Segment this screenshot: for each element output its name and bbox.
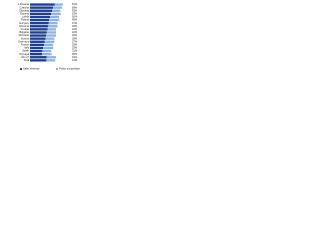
bar (48, 25, 58, 28)
value-label: 39% (72, 36, 78, 40)
y-tick-label: Romania (19, 33, 30, 37)
y-tick-label: Germany (18, 39, 29, 43)
bar (30, 34, 46, 37)
bar (30, 37, 46, 40)
y-tick-label: Latvia (22, 15, 29, 19)
bar (51, 12, 61, 16)
value-label: 33% (72, 46, 78, 50)
bar (43, 46, 54, 50)
bar (30, 49, 43, 53)
value-label: 30% (72, 52, 78, 56)
value-label: 62% (72, 2, 78, 6)
bar (30, 3, 55, 6)
bar (46, 59, 56, 62)
value-label: 47% (72, 21, 78, 25)
y-tick-label: Estonia (20, 12, 29, 16)
y-tick-label: EU-27 (22, 55, 30, 59)
bar (30, 52, 42, 56)
y-tick-label: Hungary (19, 21, 30, 25)
value-label: 37% (72, 39, 78, 43)
value-label: 41% (72, 58, 78, 62)
bar (30, 31, 47, 34)
value-label: 42% (72, 55, 78, 59)
chart: Lithuania 62% Czechia 58% Slovakia 55% Estonia… (18, 2, 81, 71)
value-label: 42% (72, 30, 78, 34)
bar (44, 40, 55, 43)
bar (30, 9, 52, 12)
y-tick-label: Poland (21, 18, 30, 22)
y-tick-label: Italy (24, 46, 29, 50)
y-tick-label: Lithuania (18, 2, 29, 6)
value-label: 35% (72, 43, 78, 47)
y-tick-label: Czechia (20, 5, 30, 9)
bar (48, 21, 58, 25)
bar (53, 6, 62, 9)
y-tick-label: Spain (22, 49, 29, 53)
y-tick-label: Bulgaria (19, 30, 29, 34)
bar (45, 37, 55, 40)
value-label: 45% (72, 24, 78, 28)
bar (30, 18, 50, 22)
bar (30, 46, 44, 50)
y-tick-label: Austria (21, 36, 30, 40)
value-label: 50% (72, 15, 78, 19)
bar (44, 43, 54, 47)
bar (52, 9, 61, 12)
y-tick-label: Slovakia (19, 8, 29, 12)
value-label: 58% (72, 5, 78, 9)
bar (50, 15, 60, 19)
value-label: 53% (72, 12, 78, 16)
bar (42, 49, 52, 53)
bar (46, 56, 56, 59)
y-tick-label: Portugal (19, 52, 29, 56)
y-tick-label: Slovenia (19, 24, 30, 28)
value-label: 55% (72, 8, 78, 12)
value-label: 40% (72, 33, 78, 37)
value-label: 48% (72, 18, 78, 22)
bar (30, 6, 54, 9)
bar (30, 15, 50, 19)
bar (30, 25, 48, 28)
bar (42, 52, 52, 56)
legend-swatch (56, 68, 58, 70)
bar (46, 34, 56, 37)
bar (30, 59, 47, 62)
bar (30, 21, 49, 25)
value-label: 31% (72, 49, 78, 53)
bar (30, 56, 47, 59)
bar (30, 28, 48, 31)
value-label: 44% (72, 27, 78, 31)
bar (30, 43, 44, 47)
y-tick-label: Total (24, 58, 30, 62)
bar (49, 18, 60, 22)
bar (54, 3, 63, 6)
bar (46, 31, 56, 34)
bar (30, 12, 52, 16)
bar (30, 40, 45, 43)
legend-swatch (20, 68, 22, 70)
legend-label: Public competition (59, 67, 81, 71)
legend-label: Sales revenue (23, 67, 40, 71)
bar (47, 28, 56, 31)
y-tick-label: Croatia (21, 27, 30, 31)
y-tick-label: France (21, 43, 30, 47)
